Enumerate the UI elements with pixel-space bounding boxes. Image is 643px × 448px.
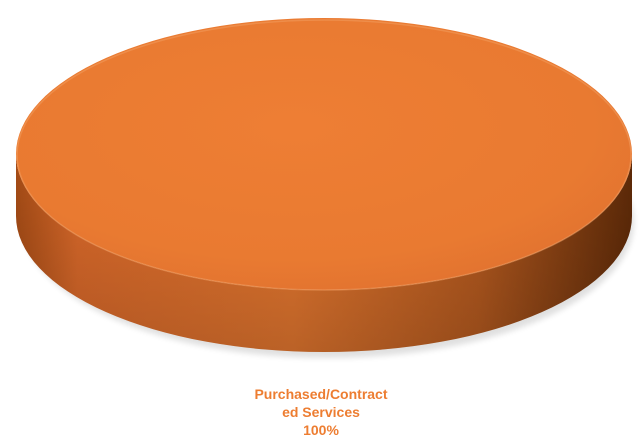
- data-label-category-line-1: Purchased/Contract: [254, 386, 388, 402]
- data-label-category-line-2: ed Services: [282, 404, 360, 420]
- pie-data-label: Purchased/Contract ed Services 100%: [221, 385, 421, 439]
- data-label-percent: 100%: [303, 422, 339, 438]
- pie-slice-rim: [16, 19, 632, 291]
- pie-slice-0: [16, 18, 632, 290]
- pie-slice-side-shade: [16, 154, 632, 352]
